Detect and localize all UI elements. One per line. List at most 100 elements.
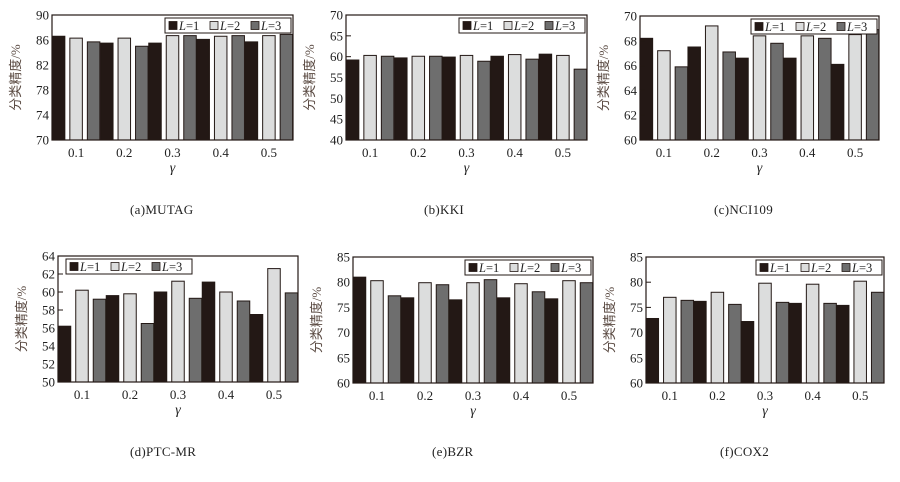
x-tick-label: 0.4 — [507, 145, 524, 160]
y-tick-label: 58 — [42, 303, 55, 318]
bar-d-L2-0.1 — [75, 289, 89, 383]
bar-b-L3-0.4 — [525, 58, 539, 141]
bar-a-L1-0.3 — [148, 42, 162, 141]
legend-box — [458, 17, 586, 34]
y-axis-label: 分类精度/% — [302, 44, 317, 111]
bar-e-L2-0.4 — [514, 283, 528, 384]
bar-d-L2-0.4 — [219, 291, 233, 383]
bar-c-L1-0.2 — [687, 46, 701, 141]
bar-e-L2-0.3 — [466, 282, 480, 384]
legend-label: L=3 — [846, 20, 867, 34]
y-tick-label: 68 — [624, 33, 637, 48]
subplot-f: 0.1 0.2 0.3 0.4 0.5 60 65 70 75 80 85 γ 分类精度/% L=1 L=2… — [602, 250, 885, 419]
y-tick-label: 70 — [330, 8, 343, 23]
bar-e-L2-0.1 — [370, 280, 384, 384]
bar-c-L3-0.1 — [674, 66, 689, 141]
bar-b-L1-0.5 — [538, 53, 553, 141]
bar-f-L2-0.1 — [663, 296, 677, 384]
caption-b: (b)KKI — [424, 202, 465, 217]
x-tick-label: 0.3 — [164, 145, 180, 160]
x-tick-label: 0.5 — [266, 387, 282, 402]
y-tick-label: 80 — [337, 275, 350, 290]
bar-a-L3-0.4 — [231, 35, 245, 141]
legend-box — [755, 259, 883, 276]
y-tick-label: 74 — [36, 108, 50, 123]
x-axis-label: γ — [170, 161, 176, 176]
y-tick-label: 64 — [624, 83, 638, 98]
y-tick-label: 50 — [330, 91, 343, 106]
bar-a-L1-0.5 — [244, 41, 259, 141]
bar-b-L3-0.1 — [380, 55, 395, 141]
legend-swatch-L2 — [110, 262, 120, 271]
legend-swatch-L1 — [468, 263, 478, 272]
legend-swatch-L3 — [836, 22, 846, 31]
bar-b-L2-0.1 — [363, 54, 377, 141]
legend-swatch-L1 — [69, 262, 79, 271]
y-tick-label: 54 — [42, 339, 56, 354]
bar-a-L2-0.4 — [213, 35, 228, 141]
bar-c-L1-0.4 — [783, 57, 797, 141]
legend-swatch-L3 — [841, 263, 851, 272]
y-axis-label: 分类精度/% — [8, 44, 23, 111]
y-tick-label: 60 — [630, 376, 643, 391]
bar-a-L1-0.2 — [100, 42, 114, 141]
bar-b-L1-0.1 — [345, 59, 360, 141]
legend-label: L=3 — [161, 260, 182, 274]
bar-b-L3-0.5 — [573, 68, 588, 141]
y-tick-label: 60 — [330, 49, 343, 64]
bar-c-L3-0.4 — [818, 37, 832, 141]
plot-frame — [57, 255, 299, 383]
x-tick-label: 0.1 — [74, 387, 90, 402]
legend-swatch-L2 — [795, 22, 805, 31]
bar-c-L2-0.2 — [704, 25, 719, 141]
legend-label: L=3 — [851, 261, 872, 275]
bar-d-L1-0.1 — [57, 325, 72, 383]
y-tick-label: 60 — [42, 285, 55, 300]
y-tick-label: 50 — [42, 375, 55, 390]
legend-label: L=2 — [805, 20, 826, 34]
legend-swatch-L1 — [168, 21, 178, 30]
bar-c-L1-0.5 — [830, 63, 845, 141]
x-tick-label: 0.5 — [852, 388, 868, 403]
x-tick-label: 0.3 — [170, 387, 186, 402]
x-tick-label: 0.4 — [213, 145, 230, 160]
y-tick-label: 82 — [36, 58, 49, 73]
legend-swatch-L3 — [544, 21, 554, 30]
legend-label: L=3 — [260, 19, 281, 33]
x-axis-label: γ — [175, 403, 181, 418]
plot-frame — [352, 256, 594, 384]
y-tick-label: 62 — [624, 108, 637, 123]
legend: L=1 L=2 L=3 — [755, 259, 883, 276]
legend-label: L=1 — [178, 19, 199, 33]
bar-f-L3-0.5 — [870, 291, 885, 384]
y-tick-label: 55 — [330, 70, 343, 85]
x-tick-label: 0.2 — [410, 145, 426, 160]
bar-e-L1-0.3 — [448, 299, 463, 384]
y-tick-label: 66 — [624, 58, 638, 73]
bar-e-L1-0.1 — [352, 276, 367, 384]
caption-e: (e)BZR — [432, 444, 474, 459]
bar-f-L1-0.4 — [788, 302, 802, 384]
caption-a: (a)MUTAG — [130, 202, 194, 217]
bar-f-L3-0.3 — [775, 301, 790, 384]
bar-a-L2-0.1 — [69, 37, 83, 141]
bar-b-L1-0.4 — [490, 55, 504, 141]
bar-f-L2-0.5 — [853, 280, 867, 384]
x-tick-label: 0.2 — [417, 388, 433, 403]
bar-c-L1-0.3 — [735, 57, 749, 141]
y-tick-label: 85 — [337, 250, 350, 265]
bar-b-L2-0.5 — [556, 54, 570, 141]
bar-e-L1-0.4 — [496, 297, 511, 384]
bar-d-L1-0.2 — [105, 295, 120, 383]
bar-d-L3-0.3 — [188, 297, 203, 383]
subplot-d: 0.1 0.2 0.3 0.4 0.5 50 52 54 56 58 60 62 64 γ 分类精度/% L=… — [14, 249, 299, 418]
bar-c-L2-0.5 — [848, 34, 862, 141]
y-tick-label: 78 — [36, 83, 49, 98]
bar-d-L3-0.4 — [236, 300, 251, 383]
bar-e-L2-0.5 — [562, 280, 576, 384]
bar-b-L2-0.4 — [507, 54, 522, 141]
subplot-a: 0.1 0.2 0.3 0.4 0.5 70 74 78 82 86 90 γ 分类精度/% L=1 L=2… — [8, 8, 294, 176]
bar-f-L1-0.5 — [835, 304, 850, 384]
bar-e-L3-0.4 — [531, 291, 546, 384]
